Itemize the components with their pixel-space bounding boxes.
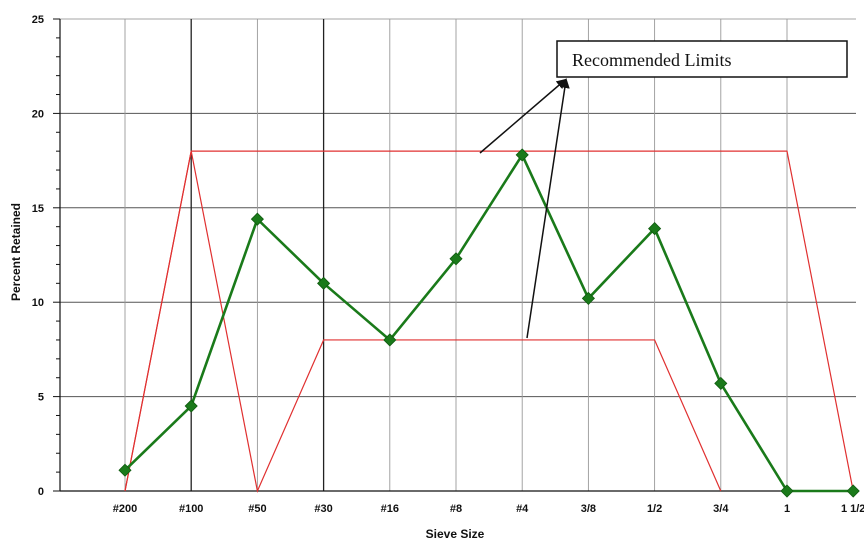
data-point (383, 333, 397, 347)
data-point (648, 222, 662, 236)
data-point (118, 463, 132, 477)
grid (60, 18, 856, 491)
data-point (449, 252, 463, 266)
annotation-text: Recommended Limits (572, 50, 731, 70)
x-axis-title: Sieve Size (426, 527, 485, 541)
x-tick-label: 1/2 (647, 503, 662, 515)
data-point (515, 148, 529, 162)
x-tick-label: #8 (450, 503, 462, 515)
lower-limit-line (124, 151, 722, 494)
x-tick-label: #100 (179, 503, 203, 515)
y-axis-title: Percent Retained (9, 203, 23, 301)
axes: 0 5 10 15 20 25 #200 #100 #50 #30 #16 #8 #4 3/8 1/2 3/4… (32, 14, 864, 515)
annotation-arrow-upper (479, 78, 567, 154)
gradation-line (124, 153, 854, 493)
x-tick-label: #4 (516, 503, 529, 515)
x-tick-label: 1 (784, 503, 790, 515)
x-tick-label: #30 (314, 503, 332, 515)
data-point (250, 212, 264, 226)
data-point (581, 291, 595, 305)
data-point (780, 484, 794, 498)
upper-limit-line (124, 150, 854, 492)
x-tick-label: #16 (381, 503, 399, 515)
data-point (184, 399, 198, 413)
annotation-arrow-lower (526, 78, 570, 339)
x-tick-label: 3/4 (713, 503, 729, 515)
data-point (317, 276, 331, 290)
data-point (846, 484, 860, 498)
data-point (714, 376, 728, 390)
annotation: Recommended Limits (479, 40, 848, 339)
gradation-series (118, 148, 860, 498)
annotation-box (556, 40, 848, 78)
y-tick-label: 10 (32, 297, 44, 309)
y-tick-label: 0 (38, 486, 44, 498)
x-tick-label: 3/8 (581, 503, 596, 515)
x-tick-label: 1 1/2 (841, 503, 864, 515)
x-tick-label: #50 (248, 503, 266, 515)
y-tick-label: 15 (32, 203, 44, 215)
recommended-limits (124, 150, 854, 494)
y-tick-label: 5 (38, 392, 44, 404)
x-tick-label: #200 (113, 503, 137, 515)
y-tick-label: 25 (32, 14, 44, 26)
y-tick-label: 20 (32, 108, 44, 120)
